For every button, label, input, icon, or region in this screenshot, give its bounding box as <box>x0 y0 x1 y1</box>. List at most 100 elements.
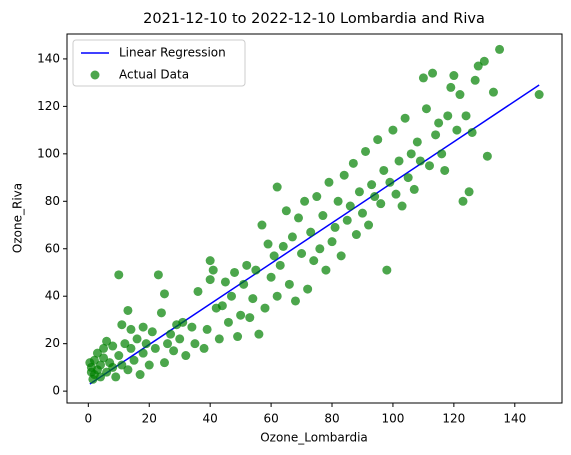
data-point <box>306 227 316 237</box>
data-point <box>111 372 121 382</box>
data-point <box>406 149 416 159</box>
data-point <box>178 317 188 327</box>
y-tick-label: 140 <box>37 51 60 65</box>
legend-marker <box>90 70 100 80</box>
data-point <box>364 220 374 230</box>
legend-label: Actual Data <box>119 68 189 82</box>
data-point <box>166 329 176 339</box>
data-point <box>163 339 173 349</box>
x-tick-label: 100 <box>381 412 404 426</box>
x-axis-label: Ozone_Lombardia <box>260 431 368 445</box>
data-point <box>123 365 133 375</box>
data-point <box>132 334 142 344</box>
data-point <box>394 156 404 166</box>
data-point <box>327 237 337 247</box>
data-point <box>281 206 291 216</box>
data-point <box>461 111 471 121</box>
data-point <box>303 284 313 294</box>
data-point <box>488 87 498 97</box>
data-point <box>147 327 157 337</box>
data-point <box>141 339 151 349</box>
data-point <box>269 251 279 261</box>
data-point <box>370 192 380 202</box>
x-tick-label: 0 <box>85 412 93 426</box>
data-point <box>278 241 288 251</box>
y-tick-label: 60 <box>45 241 60 255</box>
data-point <box>400 113 410 123</box>
data-point <box>385 177 395 187</box>
data-point <box>233 332 243 342</box>
data-point <box>202 324 212 334</box>
data-point <box>205 256 215 266</box>
data-point <box>114 270 124 280</box>
data-point <box>187 322 197 332</box>
data-point <box>144 360 154 370</box>
data-point <box>92 348 102 358</box>
data-point <box>339 170 349 180</box>
data-point <box>397 201 407 211</box>
data-point <box>153 270 163 280</box>
data-point <box>156 308 166 318</box>
data-point <box>236 310 246 320</box>
data-point <box>254 329 264 339</box>
data-point <box>424 161 434 171</box>
data-point <box>464 187 474 197</box>
data-point <box>473 61 483 71</box>
data-point <box>300 196 310 206</box>
data-point <box>226 291 236 301</box>
data-point <box>260 303 270 313</box>
data-point <box>117 360 127 370</box>
data-point <box>443 111 453 121</box>
data-point <box>208 265 218 275</box>
data-point <box>330 222 340 232</box>
data-point <box>336 251 346 261</box>
data-point <box>351 230 361 240</box>
data-point <box>89 355 99 365</box>
data-point <box>266 272 276 282</box>
legend-box <box>72 39 246 87</box>
data-point <box>102 336 112 346</box>
data-point <box>290 296 300 306</box>
data-point <box>126 343 136 353</box>
data-point <box>223 317 233 327</box>
data-point <box>251 265 261 275</box>
data-point <box>248 294 258 304</box>
data-point <box>108 341 118 351</box>
y-tick-label: 0 <box>52 384 60 398</box>
x-tick-label: 80 <box>324 412 339 426</box>
y-tick-label: 80 <box>45 194 60 208</box>
chart-title: 2021-12-10 to 2022-12-10 Lombardia and R… <box>143 11 485 27</box>
data-point <box>135 370 145 380</box>
data-point <box>126 324 136 334</box>
x-tick-label: 60 <box>263 412 278 426</box>
data-point <box>452 125 462 135</box>
data-point <box>482 151 492 161</box>
legend-label: Linear Regression <box>119 46 226 60</box>
data-point <box>467 127 477 137</box>
y-tick-label: 120 <box>37 99 60 113</box>
data-point <box>403 173 413 183</box>
data-point <box>96 372 106 382</box>
data-point <box>245 313 255 323</box>
data-point <box>169 346 179 356</box>
data-point <box>114 351 124 361</box>
data-point <box>361 146 371 156</box>
data-point <box>190 339 200 349</box>
data-point <box>376 199 386 209</box>
data-point <box>446 82 456 92</box>
data-point <box>348 158 358 168</box>
data-point <box>294 213 304 223</box>
data-point <box>309 256 319 266</box>
data-point <box>96 360 106 370</box>
y-tick-label: 20 <box>45 336 60 350</box>
x-tick-label: 20 <box>142 412 157 426</box>
data-point <box>287 232 297 242</box>
data-point <box>263 239 273 249</box>
data-point <box>181 351 191 361</box>
data-point <box>175 334 185 344</box>
data-point <box>470 75 480 85</box>
data-point <box>108 362 118 372</box>
data-point <box>284 279 294 289</box>
data-point <box>220 277 230 287</box>
x-tick-label: 40 <box>203 412 218 426</box>
